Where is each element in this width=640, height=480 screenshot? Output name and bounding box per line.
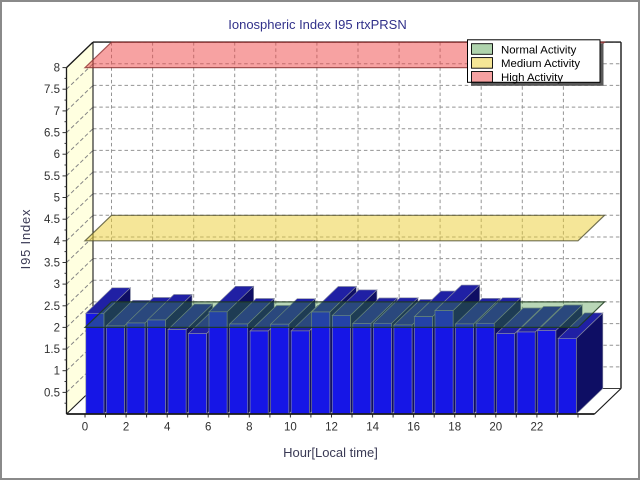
svg-text:18: 18 xyxy=(448,422,461,434)
svg-text:2: 2 xyxy=(54,322,60,334)
svg-text:5: 5 xyxy=(54,193,60,205)
svg-text:3.5: 3.5 xyxy=(44,258,60,270)
svg-text:20: 20 xyxy=(489,422,502,434)
svg-text:10: 10 xyxy=(284,422,297,434)
svg-text:1.5: 1.5 xyxy=(44,344,60,356)
svg-text:4: 4 xyxy=(164,422,171,434)
svg-text:3: 3 xyxy=(54,279,60,291)
svg-text:7.5: 7.5 xyxy=(44,84,60,96)
svg-text:Ionospheric Index I95 rtxPRSN: Ionospheric Index I95 rtxPRSN xyxy=(228,17,406,32)
svg-text:6: 6 xyxy=(205,422,211,434)
svg-text:6: 6 xyxy=(54,149,60,161)
svg-text:8: 8 xyxy=(54,63,60,75)
svg-text:12: 12 xyxy=(325,422,338,434)
svg-text:2.5: 2.5 xyxy=(44,301,60,313)
svg-text:4.5: 4.5 xyxy=(44,214,60,226)
svg-text:6.5: 6.5 xyxy=(44,128,60,140)
svg-text:5.5: 5.5 xyxy=(44,171,60,183)
svg-text:22: 22 xyxy=(531,422,544,434)
svg-text:8: 8 xyxy=(246,422,252,434)
svg-text:Medium Activity: Medium Activity xyxy=(501,58,580,70)
svg-text:I95 Index: I95 Index xyxy=(18,209,33,270)
svg-text:7: 7 xyxy=(54,106,60,118)
svg-text:0.5: 0.5 xyxy=(44,387,60,399)
svg-text:4: 4 xyxy=(54,236,61,248)
svg-text:14: 14 xyxy=(366,422,379,434)
svg-text:16: 16 xyxy=(407,422,420,434)
svg-text:0: 0 xyxy=(82,422,88,434)
svg-text:1: 1 xyxy=(54,366,60,378)
svg-text:Hour[Local time]: Hour[Local time] xyxy=(283,445,378,460)
svg-text:High Activity: High Activity xyxy=(501,72,563,84)
svg-text:Normal Activity: Normal Activity xyxy=(501,44,577,56)
svg-text:2: 2 xyxy=(123,422,129,434)
